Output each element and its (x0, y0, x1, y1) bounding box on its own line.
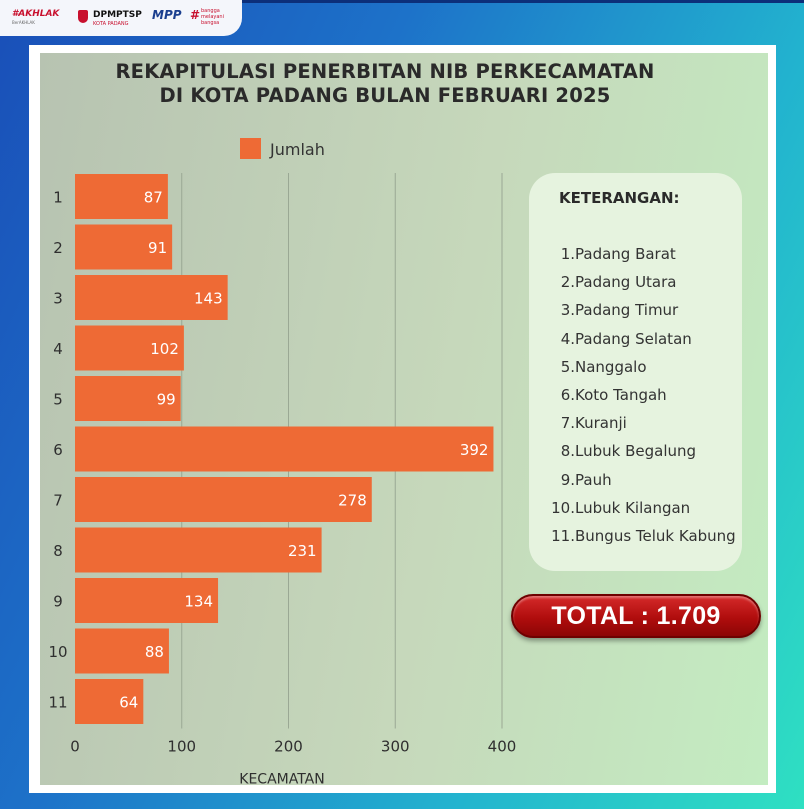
keterangan-item: 3. Padang Timur (543, 301, 736, 329)
keterangan-item: 2. Padang Utara (543, 273, 736, 301)
keterangan-item: 11. Bungus Teluk Kabung (543, 527, 736, 555)
data-label: 278 (338, 492, 367, 510)
keterangan-item-number: 4. (560, 329, 575, 348)
keterangan-item-label: Padang Selatan (575, 329, 692, 348)
keterangan-item: 7. Kuranji (543, 414, 736, 442)
keterangan-title: KETERANGAN: (559, 189, 680, 207)
x-tick-label: 300 (381, 738, 410, 756)
bar (75, 628, 169, 674)
bar (75, 477, 372, 522)
data-label: 88 (145, 643, 164, 661)
data-label: 64 (119, 694, 138, 712)
keterangan-item-label: Koto Tangah (575, 385, 667, 404)
category-label: 5 (53, 391, 63, 409)
keterangan-item: 5. Nanggalo (543, 358, 736, 386)
category-label: 8 (53, 542, 63, 560)
bar (75, 275, 228, 320)
bar (75, 679, 144, 724)
keterangan-item-number: 8. (560, 442, 575, 461)
data-label: 91 (148, 239, 167, 257)
keterangan-item-label: Pauh (575, 470, 612, 489)
legend-label: Jumlah (269, 140, 325, 159)
padang-shield-icon (78, 10, 88, 23)
bar (75, 578, 219, 623)
bangga-logo: # bangga melayani bangsa (190, 8, 224, 26)
chart-title-line-2: DI KOTA PADANG BULAN FEBRUARI 2025 (159, 84, 611, 107)
dpmptsp-logo: DPMPTSP KOTA PADANG (93, 10, 142, 27)
bar (75, 174, 168, 219)
mpp-logo: MPP (152, 8, 182, 22)
x-axis-title: KECAMATAN (239, 772, 324, 788)
keterangan-item-number: 5. (560, 357, 575, 376)
keterangan-item: 10. Lubuk Kilangan (543, 499, 736, 527)
legend-swatch (240, 138, 261, 159)
keterangan-list: 1. Padang Barat 2. Padang Utara 3. Padang Tim… (543, 245, 736, 555)
keterangan-item-number: 11. (551, 526, 575, 545)
keterangan-item: 9. Pauh (543, 471, 736, 499)
bar (75, 224, 173, 270)
category-label: 3 (53, 290, 63, 308)
bar (75, 325, 184, 371)
keterangan-box: KETERANGAN: 1. Padang Barat 2. Padang Utara… (529, 173, 742, 571)
x-tick-label: 200 (274, 738, 303, 756)
data-label: 231 (288, 542, 317, 560)
category-label: 10 (48, 643, 67, 661)
keterangan-item-number: 10. (551, 498, 575, 517)
data-label: 87 (144, 189, 163, 207)
category-label: 7 (53, 492, 63, 510)
keterangan-item-label: Kuranji (575, 414, 627, 433)
category-label: 1 (53, 189, 63, 207)
category-label: 9 (53, 593, 63, 611)
category-label: 2 (53, 239, 63, 257)
total-badge: TOTAL : 1.709 (511, 594, 761, 638)
bar (75, 376, 181, 421)
x-tick-label: 0 (70, 738, 80, 756)
akhlak-logo: #AKHLAK BerAKHLAK (12, 9, 60, 25)
keterangan-item: 4. Padang Selatan (543, 330, 736, 358)
keterangan-item-label: Padang Timur (575, 301, 679, 320)
keterangan-item-label: Padang Utara (575, 273, 677, 292)
keterangan-item-label: Nanggalo (575, 357, 647, 376)
data-label: 143 (194, 290, 223, 308)
keterangan-item: 1. Padang Barat (543, 245, 736, 273)
keterangan-item-number: 2. (560, 273, 575, 292)
chart-title: REKAPITULASI PENERBITAN NIB PERKECAMATAN… (40, 60, 730, 108)
data-label: 99 (157, 391, 176, 409)
keterangan-item-number: 7. (560, 414, 575, 433)
data-label: 102 (150, 340, 179, 358)
keterangan-item-label: Bungus Teluk Kabung (575, 526, 736, 545)
chart-title-line-1: REKAPITULASI PENERBITAN NIB PERKECAMATAN (115, 60, 655, 83)
category-label: 6 (53, 441, 63, 459)
bar (75, 527, 322, 573)
keterangan-item-number: 6. (560, 385, 575, 404)
keterangan-item: 8. Lubuk Begalung (543, 442, 736, 470)
x-tick-label: 100 (167, 738, 196, 756)
category-label: 11 (48, 694, 67, 712)
category-label: 4 (53, 340, 63, 358)
data-label: 392 (460, 441, 489, 459)
keterangan-item-label: Lubuk Begalung (575, 442, 697, 461)
keterangan-item-label: Padang Barat (575, 245, 676, 263)
data-label: 134 (184, 593, 213, 611)
keterangan-item-label: Lubuk Kilangan (575, 498, 691, 517)
x-tick-label: 400 (488, 738, 517, 756)
keterangan-item-number: 1. (560, 245, 575, 263)
keterangan-item-number: 9. (560, 470, 575, 489)
keterangan-item-number: 3. (560, 301, 575, 320)
logo-strip: #AKHLAK BerAKHLAK DPMPTSP KOTA PADANG MP… (0, 0, 242, 36)
keterangan-item: 6. Koto Tangah (543, 386, 736, 414)
top-bar (0, 0, 804, 3)
bar (75, 426, 494, 472)
